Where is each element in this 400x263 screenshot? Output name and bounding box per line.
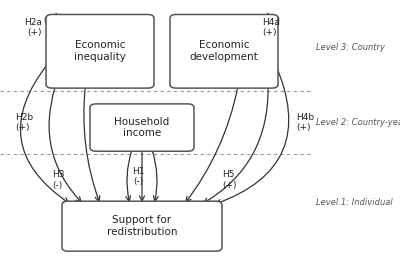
Text: Level 3: Country: Level 3: Country [316, 43, 385, 52]
Text: Household
income: Household income [114, 117, 170, 138]
Text: Economic
inequality: Economic inequality [74, 41, 126, 62]
Text: H3
(-): H3 (-) [52, 170, 64, 190]
Text: H2b
(+): H2b (+) [15, 113, 33, 132]
FancyBboxPatch shape [46, 14, 154, 88]
FancyBboxPatch shape [90, 104, 194, 151]
Text: Support for
redistribution: Support for redistribution [107, 215, 177, 237]
Text: H4b
(+): H4b (+) [296, 113, 314, 132]
Text: H4a
(+): H4a (+) [262, 18, 280, 37]
Text: H1
(-): H1 (-) [132, 166, 144, 186]
Text: H2a
(+): H2a (+) [24, 18, 42, 37]
Text: H5
(+): H5 (+) [222, 170, 236, 190]
FancyBboxPatch shape [170, 14, 278, 88]
Text: Level 1: Individual: Level 1: Individual [316, 198, 393, 207]
FancyBboxPatch shape [62, 201, 222, 251]
Text: Level 2: Country-year: Level 2: Country-year [316, 118, 400, 127]
Text: Economic
development: Economic development [190, 41, 258, 62]
